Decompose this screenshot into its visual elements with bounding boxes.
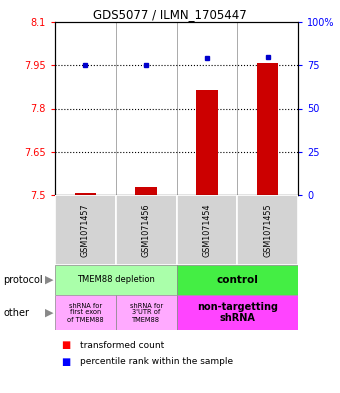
Text: GDS5077 / ILMN_1705447: GDS5077 / ILMN_1705447 bbox=[93, 8, 247, 21]
Bar bbox=[176, 265, 298, 295]
Text: control: control bbox=[216, 275, 258, 285]
Text: ▶: ▶ bbox=[45, 275, 54, 285]
Text: GSM1071455: GSM1071455 bbox=[263, 203, 272, 257]
Text: GSM1071454: GSM1071454 bbox=[202, 203, 211, 257]
Text: ■: ■ bbox=[61, 357, 70, 367]
Text: GSM1071457: GSM1071457 bbox=[81, 203, 90, 257]
Bar bbox=[55, 265, 176, 295]
Bar bbox=[136, 187, 157, 195]
Bar bbox=[237, 195, 298, 265]
Text: shRNA for
first exon
of TMEM88: shRNA for first exon of TMEM88 bbox=[67, 303, 104, 323]
Text: TMEM88 depletion: TMEM88 depletion bbox=[77, 275, 155, 285]
Text: other: other bbox=[3, 307, 29, 318]
Bar bbox=[55, 295, 116, 330]
Bar bbox=[257, 63, 278, 195]
Text: protocol: protocol bbox=[3, 275, 43, 285]
Bar bbox=[75, 193, 96, 195]
Bar bbox=[176, 295, 298, 330]
Bar bbox=[116, 195, 176, 265]
Text: non-targetting
shRNA: non-targetting shRNA bbox=[197, 302, 278, 323]
Bar bbox=[55, 195, 116, 265]
Text: shRNA for
3'UTR of
TMEM88: shRNA for 3'UTR of TMEM88 bbox=[130, 303, 163, 323]
Bar bbox=[196, 90, 218, 195]
Bar bbox=[116, 295, 176, 330]
Text: percentile rank within the sample: percentile rank within the sample bbox=[80, 358, 233, 367]
Text: ▶: ▶ bbox=[45, 307, 54, 318]
Text: transformed count: transformed count bbox=[80, 340, 164, 349]
Bar bbox=[176, 195, 237, 265]
Text: ■: ■ bbox=[61, 340, 70, 350]
Text: GSM1071456: GSM1071456 bbox=[142, 203, 151, 257]
